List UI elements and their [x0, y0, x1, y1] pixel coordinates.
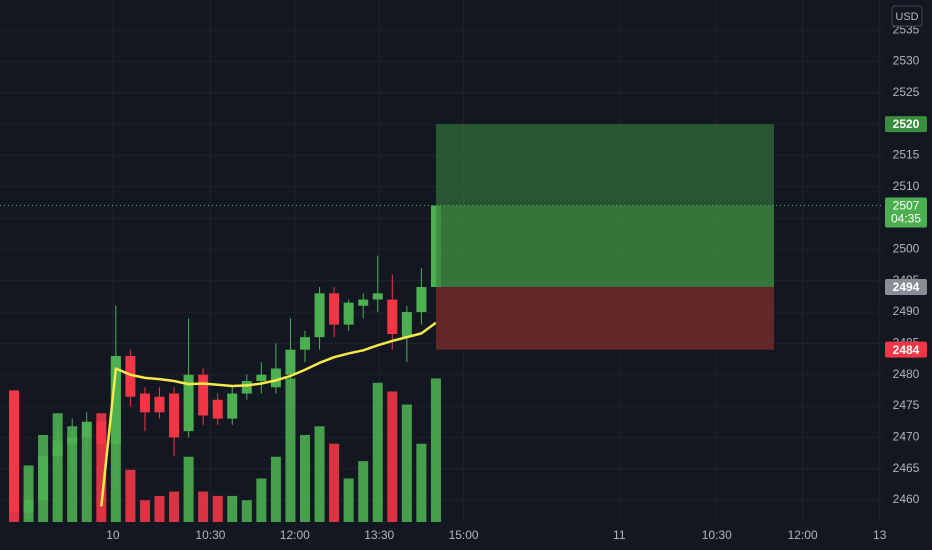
y-tick-label: 2500 — [893, 242, 920, 256]
volume-bar — [401, 404, 412, 522]
volume-bar — [343, 478, 354, 522]
target-label: 2520 — [893, 117, 920, 131]
candle-body — [139, 393, 150, 413]
x-tick-label: 15:00 — [449, 528, 479, 542]
candle-body — [241, 381, 252, 394]
volume-bar — [430, 378, 441, 522]
candle-body — [387, 299, 398, 335]
candle-body — [358, 299, 369, 306]
volume-bar — [125, 469, 136, 522]
candle-body — [110, 355, 121, 444]
volume-bar — [416, 443, 427, 522]
volume-bar — [169, 491, 180, 522]
y-tick-label: 2490 — [893, 304, 920, 318]
stop-label-bg — [885, 341, 927, 358]
x-tick-label: 13:30 — [364, 528, 394, 542]
volume-bar — [387, 391, 398, 522]
candle-body — [416, 287, 427, 313]
y-tick-label: 2510 — [893, 179, 920, 193]
candle-body — [169, 393, 180, 438]
x-tick-label: 11 — [613, 528, 626, 542]
candle-body — [285, 349, 296, 375]
volume-bar — [23, 465, 34, 522]
x-tick-label: 10 — [106, 528, 120, 542]
volume-bar — [67, 426, 78, 522]
plot — [0, 124, 884, 522]
candle-body — [372, 293, 383, 300]
volume-bar — [300, 435, 310, 522]
last-price-bg — [885, 197, 927, 228]
candle-body — [256, 374, 267, 382]
moving-average — [100, 321, 437, 507]
candle-body — [401, 312, 412, 338]
volume-bar — [241, 500, 252, 522]
last-price-label: 2507 — [893, 199, 920, 213]
volume-bar — [358, 461, 369, 522]
y-tick-label: 2515 — [893, 148, 920, 162]
candle-body — [198, 374, 209, 416]
volume-bar — [314, 426, 325, 522]
currency-box — [891, 5, 923, 27]
y-tick-label: 2525 — [893, 85, 920, 99]
y-tick-label: 2460 — [893, 492, 920, 506]
candle-body — [343, 302, 354, 325]
y-tick-label: 2530 — [893, 54, 920, 68]
volume-bar — [139, 500, 150, 522]
candle-body — [125, 355, 136, 397]
volume-bar — [154, 495, 165, 522]
candle-body — [329, 293, 340, 325]
currency-label: USD — [895, 11, 918, 23]
countdown-label: 04:35 — [891, 212, 921, 226]
axis: 2460246524702475248024852490249525002505… — [106, 5, 927, 542]
candle-body — [314, 293, 325, 338]
volume-bar — [285, 378, 296, 522]
stop-label: 2484 — [893, 343, 920, 357]
candle-body — [227, 393, 238, 419]
candle-body — [52, 440, 63, 457]
entry-label-bg — [885, 279, 927, 296]
candle-body — [9, 390, 19, 513]
x-tick-label: 12:00 — [280, 528, 310, 542]
loss-zone — [435, 287, 774, 350]
candle-body — [212, 399, 223, 419]
y-tick-label: 2480 — [893, 367, 920, 381]
candle-body — [183, 374, 194, 432]
candle-body — [81, 421, 92, 438]
entry-label: 2494 — [893, 280, 920, 294]
x-tick-label: 13 — [873, 528, 887, 542]
volume-bar — [81, 435, 92, 522]
volume-bar — [198, 491, 209, 522]
candle-body — [96, 421, 107, 444]
volume-bar — [96, 413, 107, 522]
y-tick-label: 2470 — [893, 430, 920, 444]
candle-body — [67, 437, 78, 444]
volume-bar — [270, 456, 281, 522]
x-tick-label: 12:00 — [788, 528, 818, 542]
volume-bar — [256, 478, 267, 522]
x-tick-label: 10:30 — [195, 528, 225, 542]
candle-body — [38, 456, 49, 501]
volume-bar — [329, 443, 340, 522]
candle-body — [23, 500, 34, 513]
y-tick-label: 2475 — [893, 398, 920, 412]
volume-bar — [372, 382, 383, 522]
volume-bar — [52, 413, 63, 522]
volume-bar — [227, 495, 238, 522]
candle-body — [270, 368, 281, 388]
candle-body — [300, 337, 310, 350]
target-label-bg — [885, 116, 927, 133]
x-tick-label: 10:30 — [702, 528, 732, 542]
candle-body — [154, 396, 165, 413]
profit-reached — [435, 205, 774, 288]
volume-bar — [183, 456, 194, 522]
y-tick-label: 2465 — [893, 461, 920, 475]
volume-bar — [212, 495, 223, 522]
